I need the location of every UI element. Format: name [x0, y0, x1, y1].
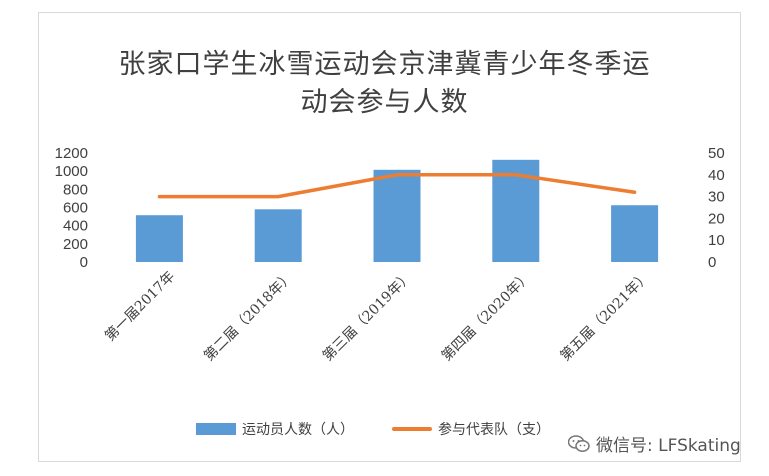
- y-left-tick: 1200: [55, 145, 88, 162]
- y-left-tick: 200: [63, 236, 88, 253]
- y-left-tick: 600: [63, 200, 88, 217]
- legend-swatch-teams: [392, 427, 432, 431]
- y-left-tick: 0: [80, 254, 88, 271]
- wechat-icon: [568, 434, 590, 452]
- y-right-tick: 10: [708, 232, 725, 249]
- bar-3: [373, 169, 421, 262]
- y-right-tick: 30: [708, 189, 725, 206]
- bar-2: [254, 209, 302, 262]
- x-category-label: 第二届（2018年）: [200, 268, 297, 365]
- legend-swatch-athletes: [196, 423, 236, 435]
- x-category-label: 第三届（2019年）: [319, 268, 416, 365]
- chart-title-line-2: 动会参与人数: [300, 87, 469, 118]
- y-right-axis: 0 10 20 30 40 50: [708, 145, 725, 271]
- x-category-label: 第五届（2021年）: [557, 268, 654, 365]
- watermark-text: 微信号: LFSkating: [596, 436, 741, 456]
- legend: 运动员人数（人） 参与代表队（支）: [0, 419, 769, 441]
- legend-item-teams: 参与代表队（支）: [392, 419, 550, 439]
- watermark: 微信号: LFSkating: [568, 431, 741, 456]
- legend-label-athletes: 运动员人数（人）: [242, 422, 354, 438]
- bar-5: [611, 205, 659, 262]
- line-layer: [157, 173, 637, 199]
- chart-title-line-1: 张家口学生冰雪运动会京津冀青少年冬季运: [118, 49, 651, 80]
- y-right-tick: 40: [708, 167, 725, 184]
- legend-item-athletes: 运动员人数（人）: [196, 419, 354, 439]
- y-left-tick: 400: [63, 218, 88, 235]
- y-left-tick: 800: [63, 181, 88, 198]
- x-category-label: 第一届2017年: [101, 268, 178, 345]
- x-category-label: 第四届（2020年）: [438, 268, 535, 365]
- bar-1: [135, 215, 183, 262]
- y-right-tick: 50: [708, 145, 725, 162]
- legend-label-teams: 参与代表队（支）: [438, 422, 550, 438]
- y-right-tick: 20: [708, 210, 725, 227]
- y-left-tick: 1000: [55, 163, 88, 180]
- bars-layer: [135, 159, 659, 262]
- x-category-axis: 第一届2017年 第二届（2018年） 第三届（2019年） 第四届（2020年） 第五…: [101, 268, 653, 365]
- y-right-tick: 0: [708, 254, 716, 271]
